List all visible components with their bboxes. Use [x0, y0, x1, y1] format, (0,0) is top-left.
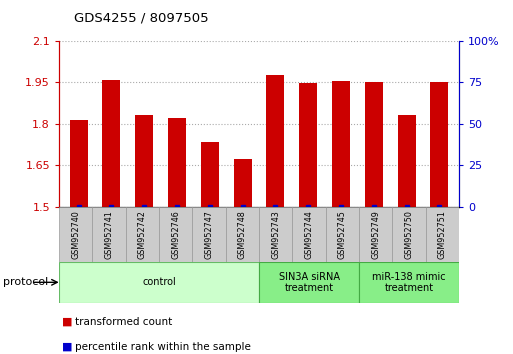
Text: GSM952742: GSM952742 — [138, 210, 147, 259]
Text: GSM952749: GSM952749 — [371, 210, 380, 259]
Text: control: control — [142, 277, 176, 287]
Text: ■: ■ — [62, 342, 72, 352]
Text: percentile rank within the sample: percentile rank within the sample — [75, 342, 251, 352]
Bar — [226, 207, 259, 262]
Text: GSM952746: GSM952746 — [171, 210, 180, 259]
Text: GSM952740: GSM952740 — [71, 210, 80, 259]
Bar — [365, 82, 383, 207]
Text: protocol: protocol — [3, 277, 48, 287]
Bar — [426, 207, 459, 262]
Bar — [398, 115, 416, 207]
Bar — [292, 207, 326, 262]
Bar — [126, 207, 159, 262]
Text: transformed count: transformed count — [75, 317, 173, 327]
Text: GSM952750: GSM952750 — [405, 210, 413, 259]
Bar — [266, 75, 285, 207]
Bar — [359, 262, 459, 303]
Bar — [233, 159, 252, 207]
Text: miR-138 mimic
treatment: miR-138 mimic treatment — [372, 272, 446, 293]
Bar — [59, 207, 92, 262]
Bar — [192, 207, 226, 262]
Bar — [326, 207, 359, 262]
Bar — [299, 83, 317, 207]
Bar — [168, 118, 186, 207]
Text: GSM952747: GSM952747 — [205, 210, 213, 259]
Text: GSM952751: GSM952751 — [438, 210, 447, 259]
Bar — [92, 207, 126, 262]
Bar — [103, 80, 121, 207]
Text: SIN3A siRNA
treatment: SIN3A siRNA treatment — [279, 272, 340, 293]
Bar — [259, 207, 292, 262]
Bar — [259, 262, 359, 303]
Text: GSM952744: GSM952744 — [305, 210, 313, 259]
Bar — [135, 115, 153, 207]
Bar — [59, 262, 259, 303]
Bar — [430, 82, 448, 207]
Bar — [332, 81, 350, 207]
Text: GSM952743: GSM952743 — [271, 210, 280, 259]
Text: GSM952741: GSM952741 — [105, 210, 113, 259]
Text: ■: ■ — [62, 317, 72, 327]
Bar — [70, 120, 88, 207]
Bar — [359, 207, 392, 262]
Text: GDS4255 / 8097505: GDS4255 / 8097505 — [74, 12, 209, 25]
Bar — [201, 142, 219, 207]
Text: GSM952745: GSM952745 — [338, 210, 347, 259]
Bar — [159, 207, 192, 262]
Bar — [392, 207, 426, 262]
Text: GSM952748: GSM952748 — [238, 210, 247, 259]
